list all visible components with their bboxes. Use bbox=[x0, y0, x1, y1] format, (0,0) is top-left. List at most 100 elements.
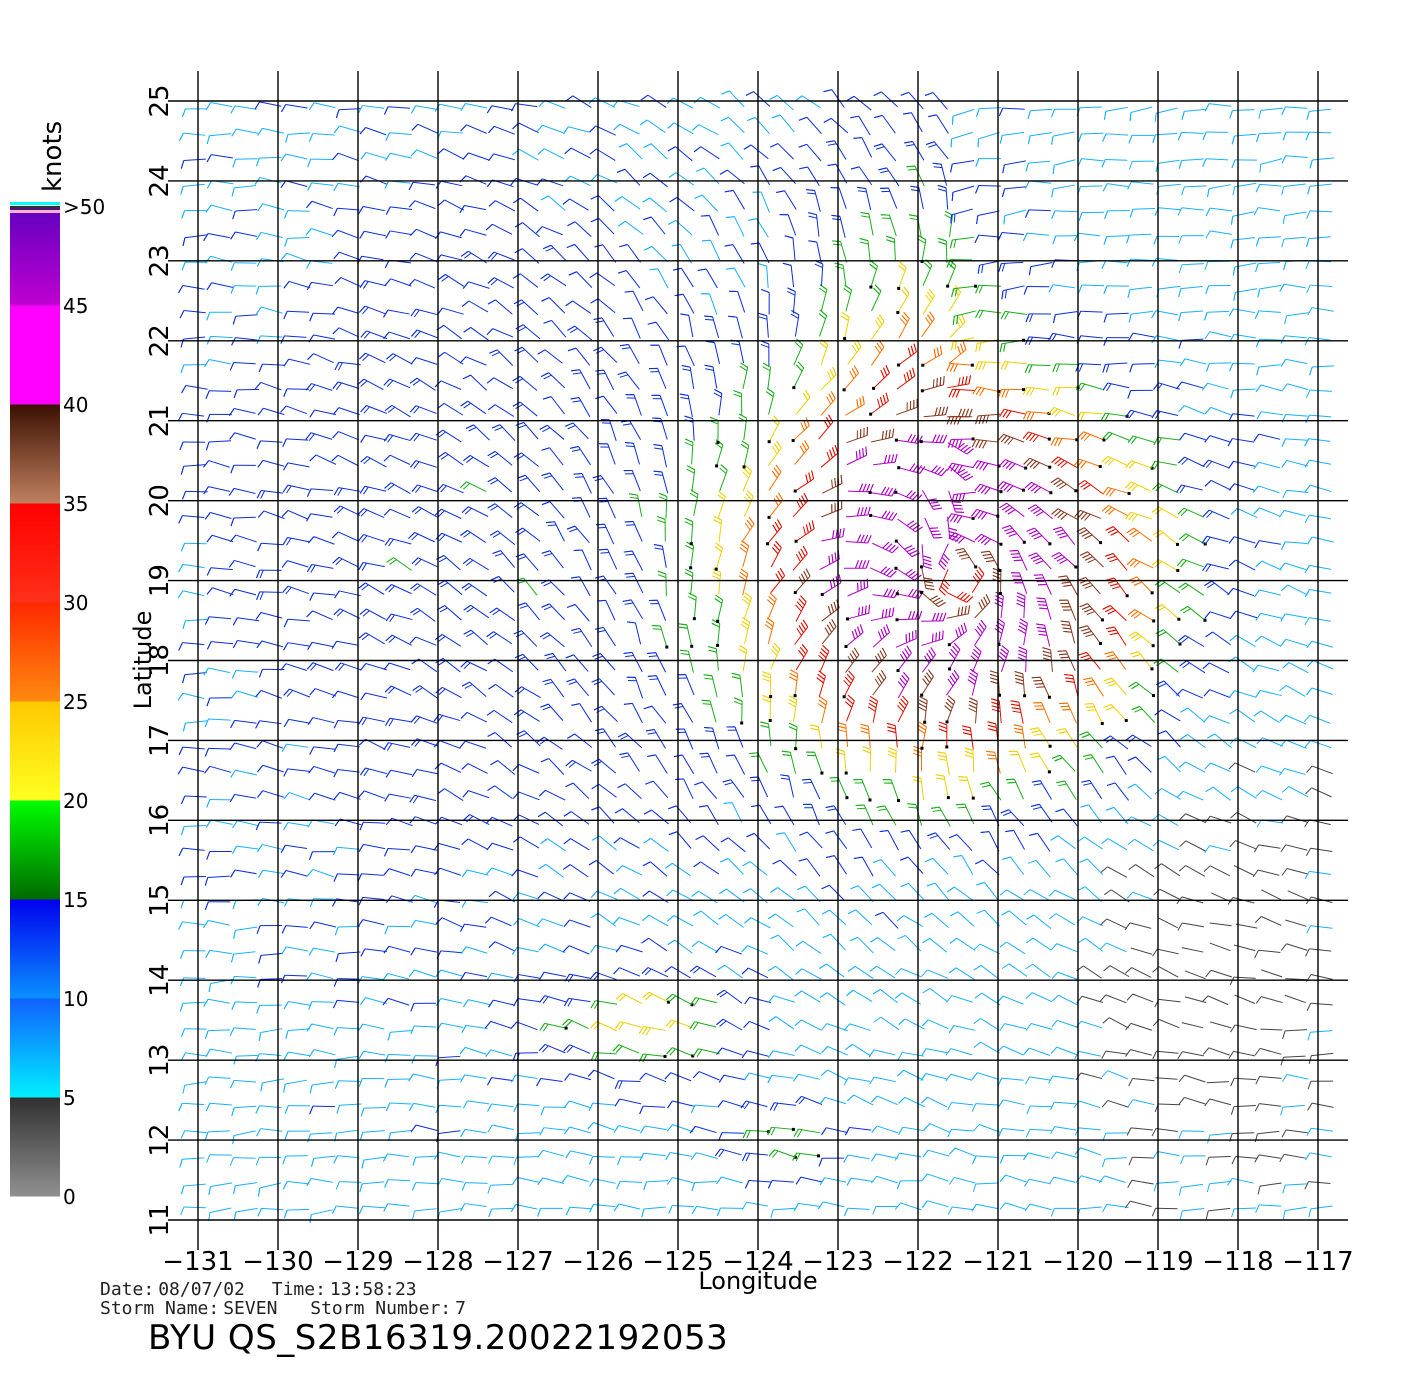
wind-barb bbox=[1253, 710, 1280, 724]
wind-barb bbox=[938, 721, 949, 749]
wind-barb bbox=[796, 908, 820, 926]
wind-barb bbox=[178, 642, 205, 651]
wind-barb bbox=[1051, 131, 1075, 145]
wind-barb bbox=[614, 196, 641, 210]
wind-barb bbox=[947, 1206, 975, 1215]
wind-barb bbox=[571, 576, 591, 597]
wind-barb bbox=[489, 607, 516, 621]
wind-barb bbox=[181, 824, 207, 835]
wind-barb bbox=[1181, 947, 1204, 953]
wind-barb bbox=[510, 1074, 538, 1083]
wind-barb bbox=[684, 568, 694, 596]
wind-barb bbox=[597, 599, 616, 621]
wind-barb bbox=[837, 722, 849, 747]
wind-barb bbox=[204, 358, 231, 367]
wind-barb bbox=[230, 1079, 257, 1089]
wind-barb bbox=[177, 766, 205, 775]
wind-barb bbox=[257, 1207, 284, 1217]
wind-barb bbox=[409, 794, 437, 804]
wind-barb bbox=[1279, 768, 1306, 776]
wind-barb bbox=[704, 364, 718, 389]
wind-barb bbox=[512, 791, 540, 801]
wind-barb bbox=[717, 1100, 745, 1108]
wind-barb bbox=[924, 912, 949, 928]
wind-barb bbox=[1077, 886, 1102, 902]
wind-barb bbox=[996, 481, 1025, 493]
wind-barb bbox=[762, 694, 772, 722]
wind-barb bbox=[358, 582, 385, 595]
wind-barb bbox=[1098, 1175, 1126, 1183]
wind-barb bbox=[871, 883, 896, 900]
wind-barb bbox=[410, 357, 438, 365]
wind-barb bbox=[1102, 362, 1128, 373]
wind-barb bbox=[306, 281, 334, 291]
wind-barb bbox=[384, 180, 411, 189]
wind-barb bbox=[1151, 1207, 1178, 1217]
wind-barb bbox=[671, 243, 692, 264]
wind-barb bbox=[820, 366, 837, 391]
colorbar-unit-label: knots bbox=[38, 121, 68, 192]
wind-barb bbox=[689, 1021, 717, 1030]
storm-number-label: Storm Number: bbox=[310, 1298, 452, 1319]
wind-barb bbox=[795, 389, 811, 415]
wind-barb bbox=[332, 556, 359, 568]
wind-barb bbox=[948, 642, 961, 671]
wind-barb bbox=[437, 788, 464, 802]
wind-barb bbox=[740, 617, 751, 644]
wind-barb bbox=[1050, 1046, 1078, 1056]
wind-barb bbox=[359, 485, 387, 495]
wind-barb bbox=[1204, 611, 1232, 620]
wind-barb bbox=[1260, 1028, 1283, 1031]
wind-barb bbox=[795, 595, 807, 622]
colorbar-band bbox=[10, 899, 60, 999]
wind-barb bbox=[591, 678, 615, 696]
wind-barb bbox=[918, 696, 928, 724]
wind-barb bbox=[853, 856, 874, 877]
wind-barb bbox=[921, 647, 936, 673]
wind-barb bbox=[544, 652, 567, 672]
wind-barb bbox=[590, 912, 617, 927]
wind-barb bbox=[254, 101, 282, 110]
wind-barb bbox=[1048, 889, 1076, 900]
wind-barb bbox=[178, 563, 205, 573]
wind-barb bbox=[435, 1104, 462, 1114]
wind-barb bbox=[937, 751, 950, 776]
wind-barb bbox=[613, 917, 640, 926]
wind-barb bbox=[437, 483, 464, 494]
wind-barb bbox=[512, 401, 538, 417]
wind-barb bbox=[537, 349, 563, 364]
wind-barb bbox=[1304, 459, 1332, 468]
wind-barb bbox=[949, 236, 975, 249]
wind-barb bbox=[897, 463, 926, 474]
wind-barb bbox=[307, 353, 334, 364]
wind-barb bbox=[797, 885, 821, 903]
wind-barb bbox=[1042, 647, 1053, 672]
wind-barb bbox=[1152, 839, 1180, 851]
wind-barb bbox=[1059, 599, 1077, 621]
wind-barb bbox=[922, 288, 935, 315]
wind-barb bbox=[487, 1103, 514, 1112]
wind-barb bbox=[1064, 673, 1079, 697]
wind-barb bbox=[599, 443, 616, 465]
wind-barb bbox=[461, 1182, 488, 1191]
wind-barb bbox=[667, 1100, 694, 1109]
wind-barb bbox=[780, 774, 795, 798]
wind-barb bbox=[767, 1050, 795, 1059]
wind-barb bbox=[997, 1045, 1024, 1056]
wind-barb bbox=[819, 1177, 847, 1186]
wind-barb bbox=[1306, 284, 1333, 294]
wind-barb bbox=[673, 754, 695, 775]
wind-barb bbox=[1105, 806, 1129, 825]
wind-barb bbox=[818, 645, 830, 672]
wind-barb bbox=[1025, 160, 1051, 172]
wind-barb bbox=[383, 378, 411, 389]
wind-barb bbox=[1126, 891, 1154, 901]
wind-barb bbox=[742, 464, 753, 492]
wind-barb bbox=[1184, 996, 1207, 1004]
wind-barb bbox=[767, 415, 780, 444]
wind-barb bbox=[998, 388, 1026, 398]
wind-barb bbox=[1131, 705, 1156, 723]
wind-barb bbox=[540, 758, 565, 775]
wind-barb bbox=[513, 197, 539, 212]
wind-barb bbox=[437, 452, 464, 466]
